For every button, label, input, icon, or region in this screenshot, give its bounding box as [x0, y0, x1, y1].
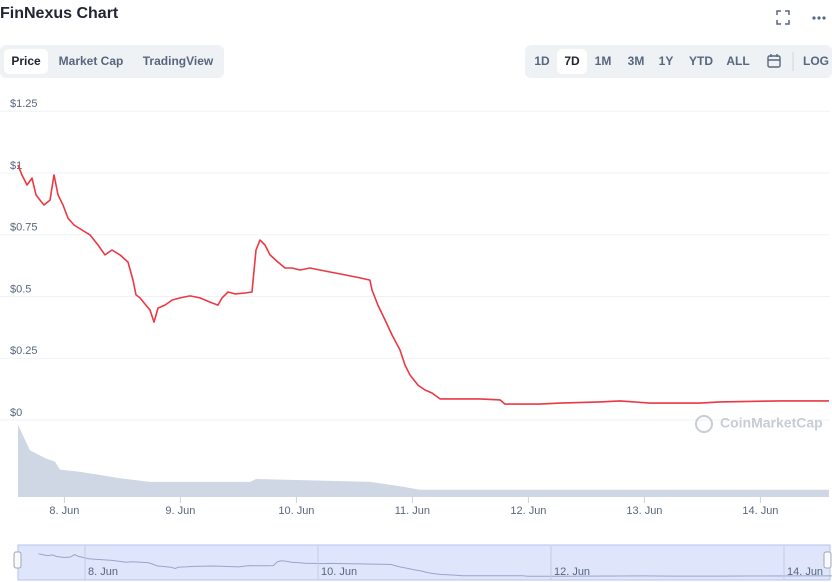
- tab[interactable]: TradingView: [143, 54, 214, 68]
- navigator: 8. Jun 10. Jun 12. Jun 14. Jun: [38, 546, 832, 580]
- range-button[interactable]: ALL: [726, 54, 749, 68]
- tab-group: [0, 45, 224, 78]
- range-button[interactable]: 1M: [595, 54, 612, 68]
- tab-active: [4, 49, 48, 74]
- x-tick-label: 9. Jun: [165, 505, 195, 517]
- y-tick-label: $0: [10, 407, 22, 419]
- navigator-handle[interactable]: [13, 551, 22, 569]
- x-tick-label: 14. Jun: [742, 505, 778, 517]
- navigator-line: [38, 553, 832, 577]
- navigator-handle[interactable]: [823, 551, 832, 569]
- navigator-tick-label: 8. Jun: [88, 566, 118, 578]
- volume-area: [18, 425, 829, 497]
- more-icon[interactable]: [812, 16, 826, 20]
- navigator-window[interactable]: [17, 544, 831, 581]
- x-tick-label: 11. Jun: [395, 505, 430, 517]
- range-button[interactable]: YTD: [689, 54, 713, 68]
- navigator-tick-label: 14. Jun: [787, 566, 823, 578]
- page-title: FinNexus Chart: [0, 5, 119, 22]
- tab[interactable]: Market Cap: [59, 54, 124, 68]
- navigator-tick-label: 10. Jun: [321, 566, 357, 578]
- navigator-tick-label: 12. Jun: [554, 566, 590, 578]
- x-tick-label: 10. Jun: [278, 505, 314, 517]
- watermark-text: CoinMarketCap: [720, 415, 823, 431]
- y-tick-label: $1.25: [10, 98, 38, 110]
- log-button[interactable]: LOG: [803, 54, 829, 68]
- x-tick-label: 13. Jun: [626, 505, 662, 517]
- y-tick-label: $0.75: [10, 222, 38, 234]
- x-tick-label: 8. Jun: [49, 505, 79, 517]
- watermark-logo: [695, 415, 713, 433]
- y-tick-label: $0.5: [10, 283, 31, 295]
- watermark: CoinMarketCap: [695, 415, 823, 433]
- fullscreen-icon[interactable]: [776, 10, 790, 25]
- range-active: [557, 49, 587, 74]
- range-button[interactable]: 1Y: [659, 54, 674, 68]
- range-button[interactable]: 1D: [534, 54, 550, 68]
- ui-layer: Price Market Cap TradingView 1D 7D 1M 3M 1Y YTD A…: [11, 54, 829, 68]
- x-tick-label: 12. Jun: [510, 505, 546, 517]
- price-line: [17, 164, 829, 405]
- tab[interactable]: Price: [11, 54, 41, 68]
- range-button[interactable]: 7D: [564, 54, 580, 68]
- calendar-icon[interactable]: [767, 54, 781, 68]
- range-button[interactable]: 3M: [628, 54, 645, 68]
- y-tick-label: $0.25: [10, 345, 38, 357]
- range-group: [525, 45, 832, 78]
